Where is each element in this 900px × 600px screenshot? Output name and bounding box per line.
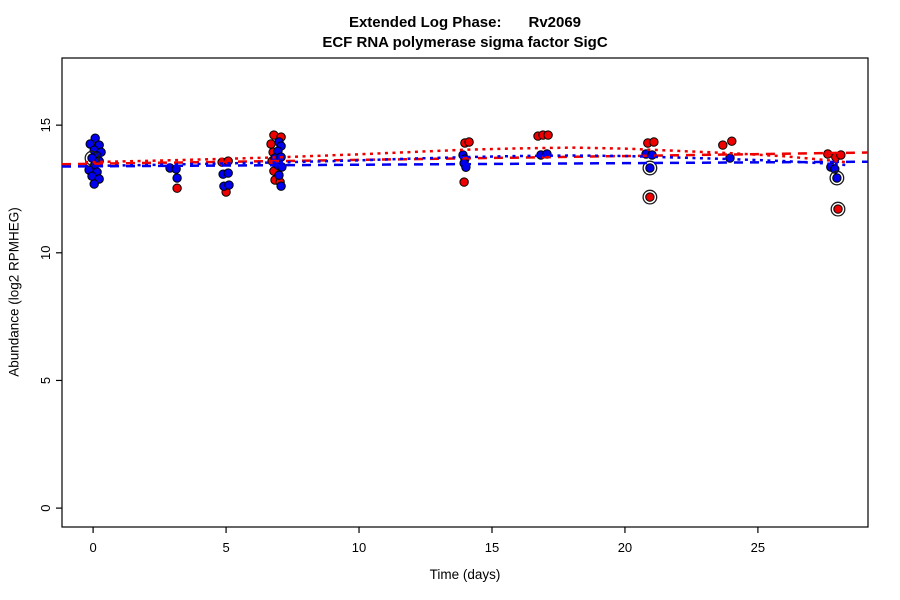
x-tick-label: 20 bbox=[618, 540, 632, 555]
plot-box bbox=[61, 57, 869, 528]
blue-point bbox=[224, 180, 234, 190]
red-point bbox=[459, 177, 469, 187]
title-prefix: Extended Log Phase: bbox=[348, 14, 502, 31]
red-dotted-smooth-fit bbox=[85, 146, 846, 164]
x-axis-label: Time (days) bbox=[429, 567, 501, 582]
outlier-ring bbox=[642, 160, 658, 176]
y-tick-label: 10 bbox=[38, 246, 53, 260]
red-point bbox=[464, 137, 474, 147]
outlier-ring bbox=[642, 189, 658, 205]
plot-title-line1: Extended Log Phase: Rv2069 bbox=[30, 13, 900, 33]
y-tick-label: 5 bbox=[38, 377, 53, 384]
blue-dotted-smooth-fit bbox=[85, 154, 846, 168]
red-point bbox=[266, 139, 276, 149]
x-tick-label: 0 bbox=[89, 540, 96, 555]
blue-point bbox=[172, 173, 182, 183]
red-point bbox=[718, 140, 728, 150]
blue-point bbox=[90, 133, 100, 143]
outlier-ring bbox=[829, 170, 845, 186]
blue-point bbox=[276, 181, 286, 191]
red-point bbox=[543, 130, 553, 140]
blue-point bbox=[89, 179, 99, 189]
blue-point bbox=[645, 163, 655, 173]
red-point bbox=[833, 204, 843, 214]
x-tick-label: 15 bbox=[485, 540, 499, 555]
outlier-ring bbox=[84, 150, 100, 166]
y-tick-label: 0 bbox=[38, 504, 53, 511]
red-point bbox=[649, 137, 659, 147]
blue-point bbox=[223, 168, 233, 178]
red-point bbox=[172, 183, 182, 193]
y-axis-label: Abundance (log2 RPMHEG) bbox=[6, 207, 22, 377]
plot-subtitle: ECF RNA polymerase sigma factor SigC bbox=[322, 34, 608, 51]
outlier-ring bbox=[830, 201, 846, 217]
red-point bbox=[727, 136, 737, 146]
red-dashed-linear-fit bbox=[61, 151, 869, 166]
title-gene: Rv2069 bbox=[528, 14, 582, 31]
plot-title: Extended Log Phase: Rv2069 ECF RNA polyme… bbox=[30, 13, 900, 53]
x-tick-label: 25 bbox=[751, 540, 765, 555]
blue-point bbox=[832, 173, 842, 183]
x-tick-label: 10 bbox=[352, 540, 366, 555]
blue-dashed-linear-fit bbox=[61, 160, 869, 168]
x-tick-label: 5 bbox=[222, 540, 229, 555]
blue-point bbox=[274, 170, 284, 180]
red-point bbox=[645, 192, 655, 202]
y-tick-label: 15 bbox=[38, 118, 53, 132]
